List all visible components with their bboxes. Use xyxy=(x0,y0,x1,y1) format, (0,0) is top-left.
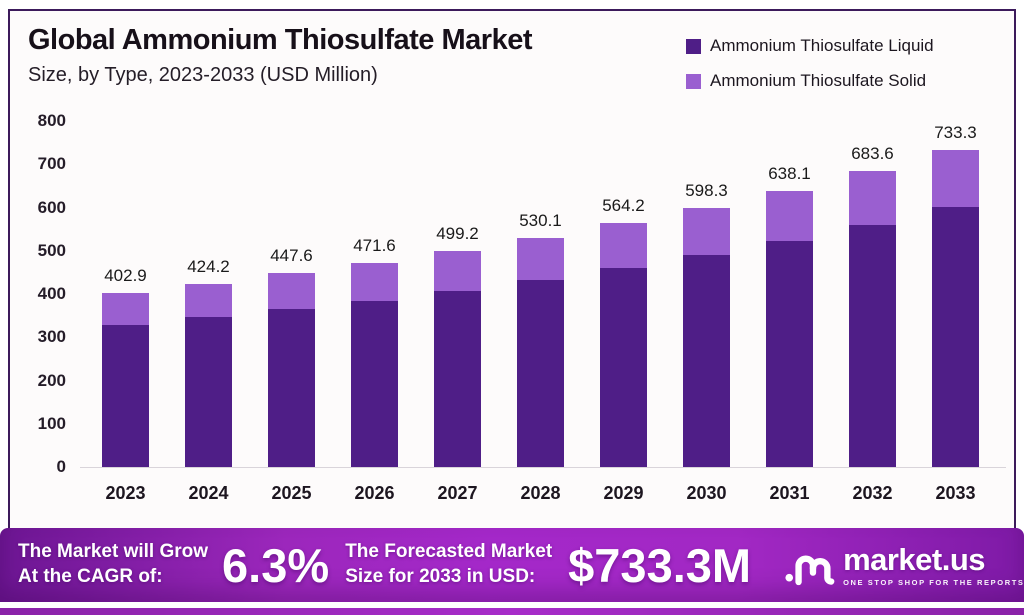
x-axis-label: 2032 xyxy=(852,483,893,503)
bar-segment-solid xyxy=(766,191,813,242)
bar-group-2025 xyxy=(268,273,315,467)
x-axis-label: 2027 xyxy=(437,483,478,503)
brand-name: market.us xyxy=(843,541,986,577)
legend-label-liquid: Ammonium Thiosulfate Liquid xyxy=(710,36,934,55)
x-axis-label: 2030 xyxy=(686,483,727,503)
legend-item-solid: Ammonium Thiosulfate Solid xyxy=(686,71,934,91)
x-axis-label: 2033 xyxy=(935,483,976,503)
legend-label-solid: Ammonium Thiosulfate Solid xyxy=(710,71,927,90)
bottom-banner: The Market will Grow At the CAGR of: 6.3… xyxy=(0,528,1024,602)
x-axis-baseline xyxy=(80,467,1006,468)
forecast-value: $733.3M xyxy=(568,538,752,592)
bar-group-2026 xyxy=(351,263,398,467)
bar-total-label: 530.1 xyxy=(519,210,562,230)
legend-swatch-liquid-icon xyxy=(686,38,701,54)
bar-total-label: 683.6 xyxy=(851,144,894,164)
bar-segment-liquid xyxy=(683,255,730,467)
bar-segment-liquid xyxy=(600,267,647,467)
bottom-strip xyxy=(0,608,1024,615)
bar-segment-solid xyxy=(932,149,979,208)
bar-total-label: 638.1 xyxy=(768,164,811,184)
bar-segment-liquid xyxy=(102,324,149,467)
bar-total-label: 424.2 xyxy=(187,256,230,276)
bar-segment-solid xyxy=(351,263,398,301)
bar-segment-solid xyxy=(517,237,564,280)
bar-segment-liquid xyxy=(766,241,813,467)
bar-group-2023 xyxy=(102,292,149,467)
y-tick-label: 100 xyxy=(37,413,66,433)
page-title: Global Ammonium Thiosulfate Market xyxy=(28,24,532,56)
x-axis-label: 2026 xyxy=(354,483,395,503)
cagr-text: The Market will Grow At the CAGR of: xyxy=(18,541,209,587)
y-tick-label: 200 xyxy=(37,370,66,390)
x-axis-label: 2029 xyxy=(603,483,644,503)
bar-group-2028 xyxy=(517,237,564,467)
chart-legend: Ammonium Thiosulfate Liquid Ammonium Thi… xyxy=(686,36,934,106)
bar-total-label: 598.3 xyxy=(685,181,728,201)
bar-group-2027 xyxy=(434,251,481,467)
bar-segment-solid xyxy=(185,283,232,318)
y-tick-label: 700 xyxy=(37,154,66,174)
legend-swatch-solid-icon xyxy=(686,73,701,89)
bar-segment-solid xyxy=(268,273,315,310)
marketus-brand: market.us ONE STOP SHOP FOR THE REPORTS xyxy=(785,542,1024,588)
page-subtitle: Size, by Type, 2023-2033 (USD Million) xyxy=(28,64,378,86)
bar-segment-liquid xyxy=(517,279,564,467)
bar-segment-liquid xyxy=(351,300,398,467)
bar-group-2029 xyxy=(600,222,647,467)
bar-segment-liquid xyxy=(185,317,232,467)
bar-total-label: 564.2 xyxy=(602,195,645,215)
brand-tagline: ONE STOP SHOP FOR THE REPORTS xyxy=(843,577,1024,587)
bar-total-label: 402.9 xyxy=(104,265,147,285)
y-tick-label: 600 xyxy=(37,197,66,217)
x-axis-label: 2024 xyxy=(188,483,229,503)
bar-group-2031 xyxy=(766,191,813,467)
bar-segment-solid xyxy=(102,292,149,325)
bar-segment-solid xyxy=(434,251,481,291)
bar-segment-solid xyxy=(849,171,896,225)
y-tick-label: 800 xyxy=(37,111,66,130)
cagr-value: 6.3% xyxy=(222,538,330,592)
bar-total-label: 733.3 xyxy=(934,122,977,142)
marketus-logo-icon xyxy=(785,555,835,586)
bar-total-label: 471.6 xyxy=(353,236,396,256)
x-axis-label: 2028 xyxy=(520,483,561,503)
bar-group-2032 xyxy=(849,171,896,467)
bar-segment-liquid xyxy=(268,309,315,467)
y-tick-label: 500 xyxy=(37,240,66,260)
bar-segment-liquid xyxy=(434,291,481,467)
y-tick-label: 300 xyxy=(37,327,66,347)
bar-total-label: 447.6 xyxy=(270,246,313,266)
bar-group-2033 xyxy=(932,149,979,467)
x-axis-label: 2031 xyxy=(769,483,810,503)
chart-frame xyxy=(8,9,1016,561)
bar-segment-liquid xyxy=(849,224,896,467)
bar-group-2030 xyxy=(683,208,730,467)
x-axis-label: 2023 xyxy=(105,483,146,503)
bar-segment-liquid xyxy=(932,207,979,467)
bar-segment-solid xyxy=(600,222,647,268)
bar-total-label: 499.2 xyxy=(436,224,479,244)
forecast-text: The Forecasted Market Size for 2033 in U… xyxy=(345,541,553,587)
y-tick-label: 0 xyxy=(56,457,66,476)
legend-item-liquid: Ammonium Thiosulfate Liquid xyxy=(686,36,934,56)
x-axis-label: 2025 xyxy=(271,483,312,503)
bar-segment-solid xyxy=(683,208,730,256)
bar-group-2024 xyxy=(185,283,232,467)
y-tick-label: 400 xyxy=(37,284,66,303)
